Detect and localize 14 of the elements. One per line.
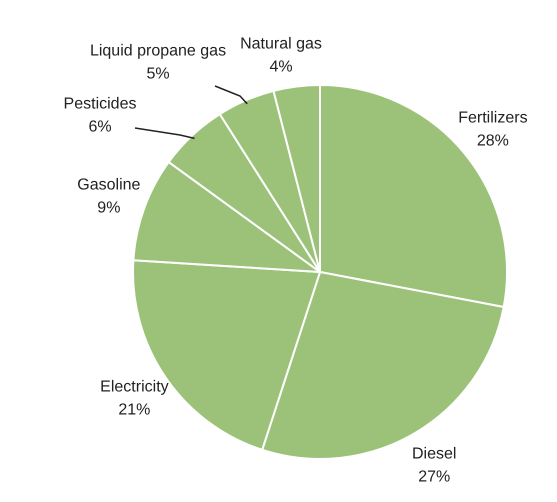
data-label: 6%: [88, 118, 112, 136]
data-label: 27%: [418, 468, 450, 486]
data-label: 9%: [97, 199, 120, 216]
slice-label: Gasoline: [77, 176, 141, 194]
slice-label: Diesel: [412, 446, 456, 463]
slice-label: Liquid propane gas: [90, 42, 226, 60]
data-label: 4%: [269, 58, 293, 76]
data-label: 5%: [146, 65, 170, 82]
slice-label: Pesticides: [64, 95, 136, 112]
data-label: 28%: [476, 132, 509, 150]
slice-label: Natural gas: [240, 35, 322, 52]
slice-label: Electricity: [100, 378, 169, 396]
data-label: 21%: [118, 402, 150, 419]
slice-label: Fertilizers: [458, 109, 528, 126]
